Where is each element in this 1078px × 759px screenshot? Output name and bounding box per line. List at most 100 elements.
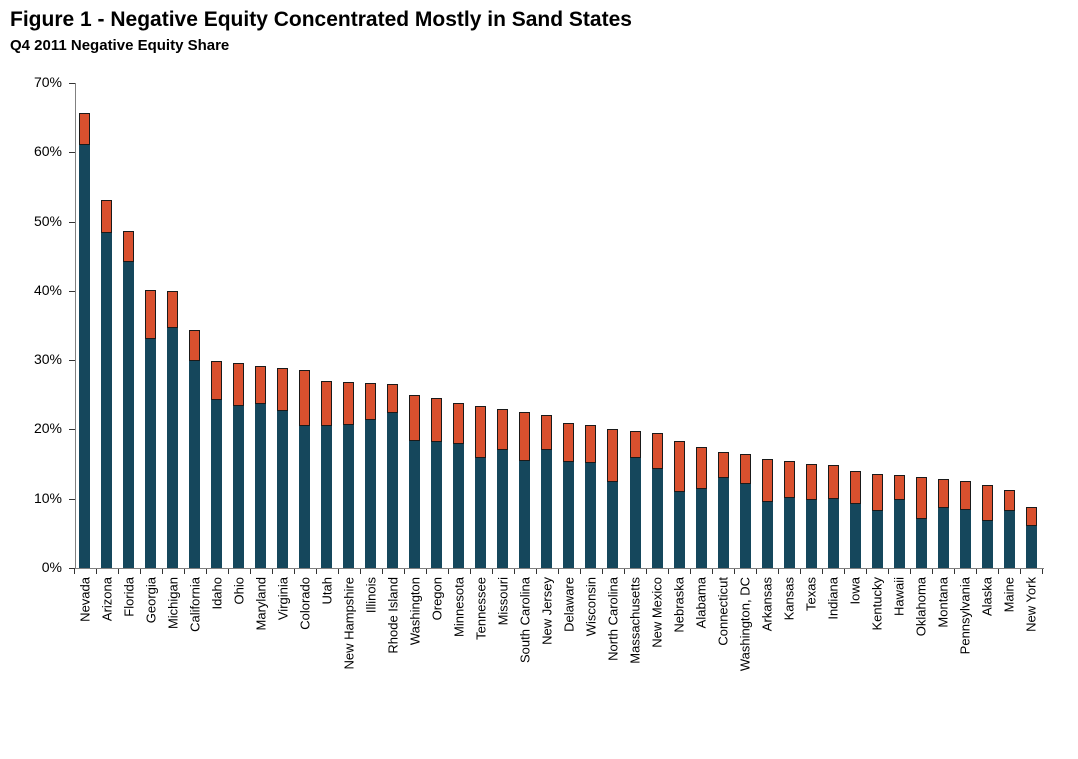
bar-nevada [79,113,90,568]
y-axis-tick [69,290,75,292]
near-negative-equity-segment [959,480,971,511]
x-axis-label: Tennessee [473,577,489,640]
bar-utah [321,380,333,568]
bar-texas [805,464,817,568]
negative-equity-segment [541,449,553,568]
x-axis-tick [161,569,163,574]
near-negative-equity-segment [695,447,707,489]
near-negative-equity-segment [849,471,861,505]
x-axis-label: Kansas [781,577,797,621]
near-negative-equity-segment [299,369,311,426]
bar-california [189,329,201,568]
bar-colorado [299,369,311,568]
near-negative-equity-segment [475,405,487,458]
bar-kentucky [871,473,883,568]
bar-hawaii [893,475,905,568]
x-axis-tick [756,569,758,574]
y-axis-tick [69,568,75,569]
bar-florida [123,231,135,568]
x-axis-label: Montana [935,577,951,628]
x-axis-tick [734,569,736,574]
negative-equity-segment [189,360,201,568]
negative-equity-segment [497,450,509,568]
x-axis-label: Alaska [979,577,995,617]
negative-equity-segment [805,500,817,568]
negative-equity-segment [145,339,157,568]
bar-washington [409,395,421,568]
near-negative-equity-segment [541,414,553,450]
negative-equity-segment [519,461,531,568]
y-axis-tick [69,152,75,154]
near-negative-equity-segment [805,464,817,501]
near-negative-equity-segment [673,440,685,492]
x-axis-tick [822,569,824,574]
bar-arkansas [761,459,773,568]
near-negative-equity-segment [453,403,465,444]
bar-massachusetts [629,430,641,568]
x-axis-tick [535,569,537,574]
negative-equity-segment [981,520,993,568]
bar-delaware [563,422,575,568]
near-negative-equity-segment [585,424,597,463]
x-axis-label: Indiana [825,577,841,620]
y-axis-tick [69,221,75,223]
x-axis-label: Maine [1001,577,1017,613]
x-axis-label: Colorado [297,577,313,630]
bar-montana [937,478,949,568]
x-axis-label: Connecticut [715,577,731,646]
y-axis-tick-label: 10% [33,489,62,506]
x-axis-label: Maryland [253,577,269,631]
x-axis-tick [139,569,141,574]
negative-equity-segment [211,400,223,568]
x-axis-label: Nebraska [671,577,687,633]
y-axis-tick-label: 0% [41,559,62,575]
x-axis-label: Texas [803,577,819,611]
negative-equity-segment [783,498,795,568]
x-axis-tick [205,569,207,574]
negative-equity-segment [893,500,905,568]
bar-alaska [981,484,993,568]
negative-equity-segment [739,484,751,568]
negative-equity-segment [849,504,861,568]
x-axis-tick [337,569,339,574]
x-axis-label: California [187,577,203,632]
bar-iowa [849,471,861,568]
bar-new-hampshire [343,382,355,568]
x-axis-tick [491,569,493,574]
x-axis-tick [513,569,515,574]
x-axis-tick [557,569,559,574]
bar-wisconsin [585,424,597,568]
bar-north-carolina [607,429,619,568]
x-axis-tick [624,569,625,574]
bar-pennsylvania [959,480,971,568]
x-axis-tick [910,569,912,574]
negative-equity-segment [343,424,355,568]
x-axis-label: Florida [121,577,137,617]
chart-subtitle: Q4 2011 Negative Equity Share [10,37,230,54]
near-negative-equity-segment [277,367,289,412]
x-axis-tick [601,569,603,574]
x-axis-label: North Carolina [605,577,621,661]
bar-minnesota [453,403,465,568]
negative-equity-segment [167,328,179,568]
near-negative-equity-segment [255,366,267,405]
x-axis-label: Utah [319,577,335,605]
negative-equity-segment [101,233,113,568]
near-negative-equity-segment [519,412,531,462]
negative-equity-segment [475,457,487,568]
negative-equity-segment [299,425,311,568]
x-axis-tick [249,569,251,574]
x-axis-label: Delaware [561,577,577,632]
y-axis-tick-label: 40% [33,281,62,298]
near-negative-equity-segment [937,478,949,508]
negative-equity-segment [871,511,883,568]
negative-equity-segment [827,498,839,568]
x-axis-tick [227,569,229,574]
negative-equity-segment [651,468,663,568]
near-negative-equity-segment [563,422,575,462]
x-axis-tick [579,569,581,574]
x-axis-tick [646,569,648,574]
x-axis-label: Ohio [231,577,247,605]
bar-virginia [277,367,289,568]
negative-equity-segment [365,420,377,568]
